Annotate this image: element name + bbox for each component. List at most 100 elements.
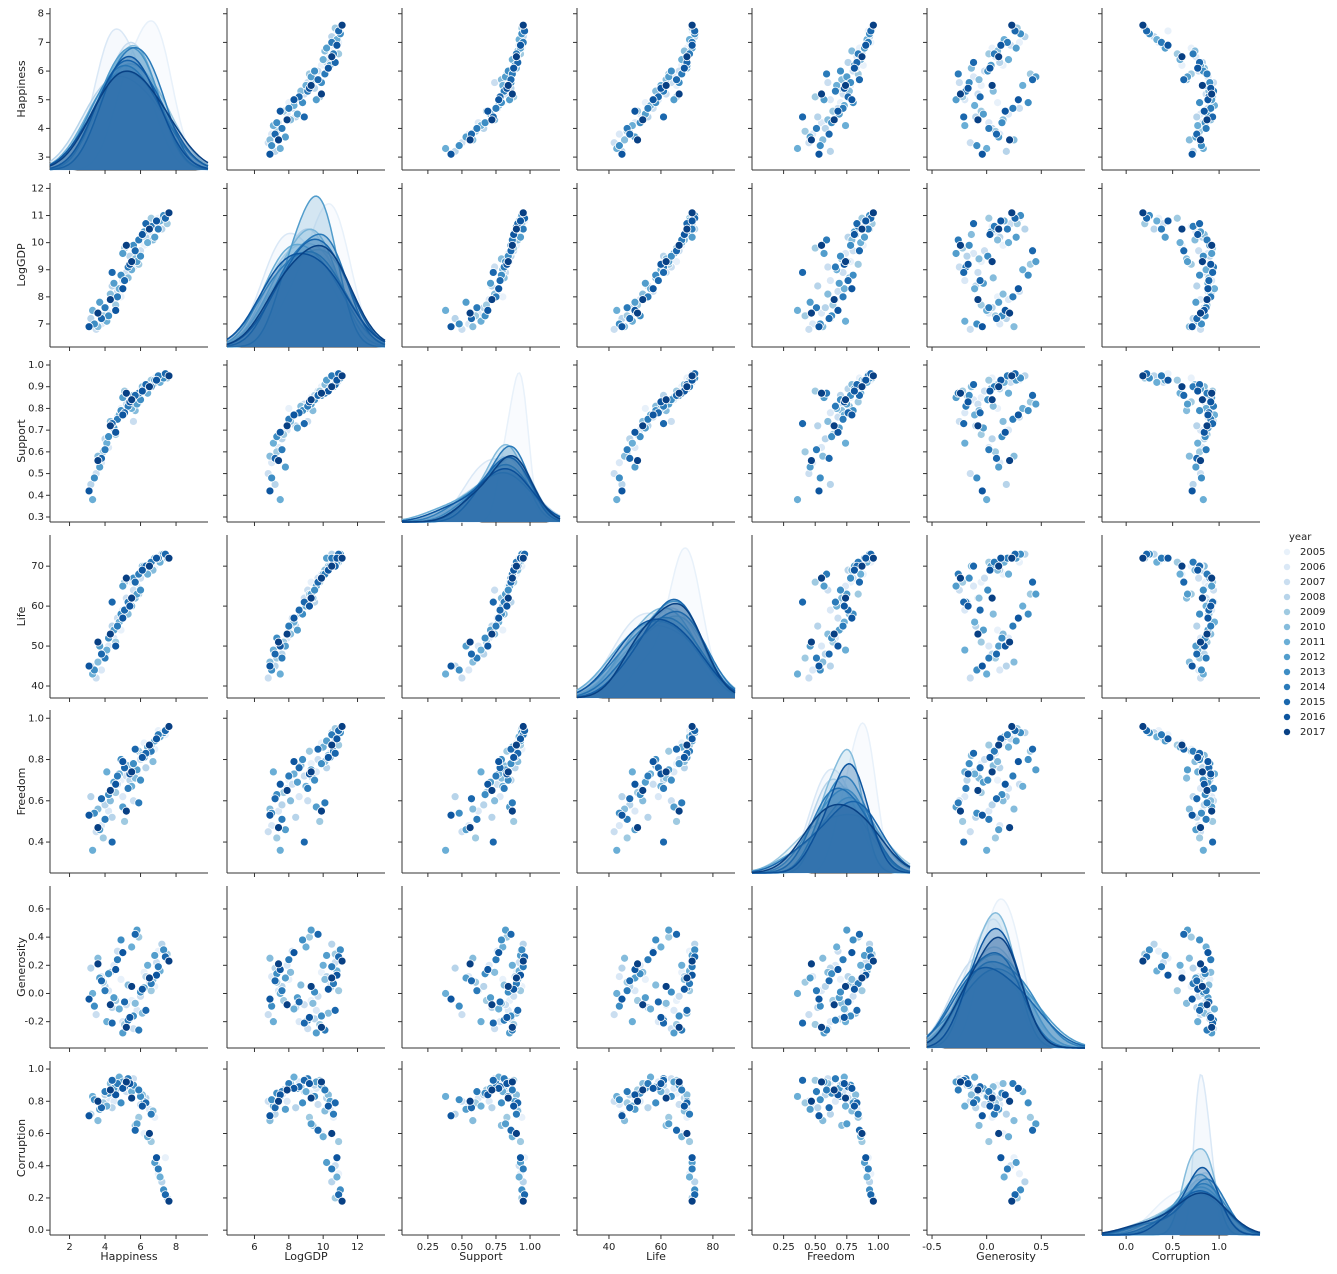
scatter-point [849, 1101, 859, 1111]
scatter-point [274, 637, 283, 647]
panel: 0.25 0.50 0.75 1.00 [398, 1061, 560, 1253]
scatter-point [299, 837, 309, 847]
scatter-point [450, 963, 460, 973]
scatter-point [317, 573, 326, 583]
scatter-point [457, 673, 467, 683]
scatter-point [1202, 1000, 1212, 1010]
y-tick-label: 10 [31, 238, 44, 249]
scatter-point [622, 303, 632, 313]
scatter-point [1004, 388, 1013, 398]
scatter-point [268, 1017, 278, 1027]
scatter-point [286, 796, 295, 806]
scatter-point [125, 1013, 135, 1022]
scatter-point [518, 20, 528, 30]
scatter-point [303, 796, 313, 806]
scatter-point [145, 224, 154, 234]
scatter-point [468, 1116, 478, 1126]
scatter-point [622, 1087, 632, 1097]
scatter-point [1007, 722, 1017, 731]
scatter-point [1003, 1164, 1012, 1174]
scatter-point [614, 1095, 624, 1105]
scatter-point [293, 625, 302, 635]
legend-label: 2006 [1300, 562, 1325, 573]
scatter-point [1195, 1005, 1204, 1015]
scatter-point [617, 810, 627, 820]
scatter-point [130, 1125, 140, 1135]
scatter-point [983, 775, 993, 785]
scatter-point [1207, 240, 1217, 250]
scatter-point [130, 577, 140, 587]
scatter-point [813, 112, 823, 122]
scatter-point [1152, 216, 1162, 226]
scatter-point [1192, 112, 1202, 122]
scatter-point [93, 308, 103, 318]
scatter-point [651, 935, 661, 945]
scatter-point [975, 763, 985, 773]
scatter-point [996, 553, 1006, 563]
scatter-point [819, 249, 829, 258]
scatter-point [798, 1075, 807, 1085]
scatter-point [964, 573, 974, 583]
scatter-point [337, 20, 347, 30]
scatter-point [507, 1085, 517, 1095]
scatter-point [833, 106, 843, 116]
scatter-point [1202, 798, 1212, 808]
scatter-point [512, 52, 521, 62]
scatter-point [441, 144, 450, 153]
scatter-point [973, 421, 983, 431]
scatter-point [486, 278, 495, 288]
scatter-point [617, 994, 627, 1004]
panel [398, 8, 560, 174]
scatter-point [818, 953, 828, 963]
scatter-point [1028, 1125, 1037, 1135]
scatter-point [97, 649, 106, 659]
scatter-point [825, 146, 835, 156]
scatter-point [127, 593, 137, 603]
scatter-point [332, 1172, 342, 1182]
scatter-point [105, 629, 115, 639]
scatter-point [861, 216, 871, 226]
scatter-point [1004, 238, 1013, 248]
scatter-point [638, 115, 648, 125]
scatter-point [313, 744, 323, 754]
panel [1098, 886, 1260, 1052]
scatter-point [633, 823, 642, 833]
scatter-point [679, 1101, 689, 1111]
scatter-point [978, 109, 988, 119]
scatter-point [841, 257, 850, 267]
scatter-point [956, 388, 965, 398]
scatter-point [308, 998, 318, 1008]
scatter-point [1013, 757, 1023, 766]
scatter-point [963, 1079, 973, 1088]
scatter-point [824, 129, 834, 139]
scatter-point [622, 445, 632, 455]
scatter-point [267, 141, 277, 151]
scatter-point [868, 956, 878, 966]
scatter-point [327, 382, 337, 392]
scatter-point [487, 295, 497, 304]
y-tick-label: 50 [31, 641, 44, 652]
scatter-point [282, 1000, 292, 1010]
scatter-point [1001, 480, 1011, 489]
scatter-point [313, 929, 323, 939]
scatter-point [962, 251, 972, 261]
scatter-point [277, 814, 287, 824]
scatter-point [152, 734, 161, 744]
scatter-point [831, 86, 840, 96]
scatter-point [509, 63, 519, 73]
scatter-point [472, 814, 482, 824]
scatter-point [272, 118, 282, 128]
scatter-point [1197, 257, 1207, 267]
scatter-point [798, 419, 807, 429]
scatter-point [849, 565, 859, 575]
scatter-point [1177, 561, 1187, 571]
scatter-point [1007, 1196, 1017, 1206]
panel [223, 183, 386, 351]
panel: 40 60 80 [573, 1061, 735, 1253]
scatter-point [137, 230, 147, 239]
scatter-point [985, 565, 995, 575]
scatter-point [317, 806, 326, 816]
scatter-point [299, 419, 309, 429]
scatter-point [1207, 806, 1217, 816]
scatter-point [282, 786, 292, 795]
